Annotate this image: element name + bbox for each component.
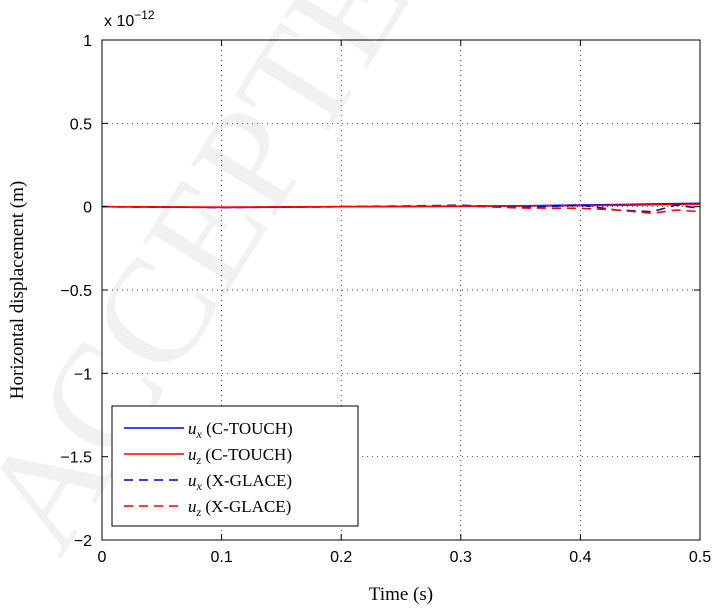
legend-entry: uz (C-TOUCH) — [188, 445, 292, 467]
legend: ux (C-TOUCH) uz (C-TOUCH) ux (X-GLACE) uz (… — [111, 405, 359, 527]
x-tick-label: 0.4 — [569, 549, 591, 566]
x-tick-label: 0.1 — [210, 549, 232, 566]
x-tick-label: 0 — [98, 549, 107, 566]
legend-box — [111, 405, 359, 527]
x-tick-label: 0.5 — [689, 549, 711, 566]
y-tick-label: −1.5 — [60, 450, 92, 467]
legend-entry: ux (X-GLACE) — [188, 471, 292, 493]
legend-entry: uz (X-GLACE) — [188, 497, 291, 519]
x-axis-label: Time (s) — [369, 584, 433, 605]
y-tick-label: −1 — [74, 366, 92, 383]
y-axis-label: Horizontal displacement (m) — [7, 181, 28, 399]
y-tick-label: 0 — [83, 200, 92, 217]
series-line — [101, 204, 701, 215]
legend-entry: ux (C-TOUCH) — [188, 419, 293, 441]
y-tick-label: −0.5 — [60, 283, 92, 300]
ticks: 0 0.1 0.2 0.3 0.4 0.5 1 0.5 0 −0.5 −1 −1.5 −2 — [60, 33, 711, 566]
grid — [102, 40, 700, 540]
x-tick-label: 0.3 — [450, 549, 472, 566]
y-tick-label: 1 — [83, 33, 92, 50]
y-tick-label: 0.5 — [70, 116, 92, 133]
series-line — [101, 204, 701, 213]
series-layer — [101, 202, 701, 215]
y-tick-label: −2 — [74, 533, 92, 550]
x-tick-label: 0.2 — [330, 549, 352, 566]
y-exponent-label: x 10−12 — [104, 8, 155, 30]
